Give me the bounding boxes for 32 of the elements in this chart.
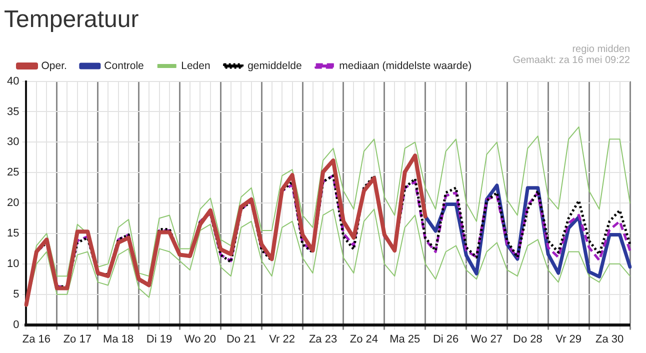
x-tick-label: Vr 22 [269,333,296,346]
y-tick-label: 15 [6,228,20,240]
legend-label: Leden [181,60,210,72]
x-tick-label: Wo 27 [470,333,503,346]
legend-label: Controle [104,60,144,72]
chart-title: Temperatuur [4,6,139,34]
x-tick-label: Ma 25 [390,333,420,346]
y-tick-label: 30 [6,136,20,148]
x-tick-label: Vr 29 [556,333,582,346]
x-tick-label: Za 30 [595,333,624,346]
y-tick-label: 0 [13,318,20,331]
y-tick-label: 20 [6,197,20,210]
legend-label: Oper. [41,60,67,72]
text: Gemaakt: za 16 mei 09:22 [512,55,630,66]
x-tick-label: Ma 18 [103,333,134,346]
x-tick-label: Zo 17 [63,333,92,346]
y-tick-label: 10 [6,258,20,270]
x-tick-label: Do 28 [512,333,542,346]
x-tick-label: Za 16 [22,333,51,346]
y-tick-label: 5 [13,288,20,300]
legend-label: gemiddelde [248,60,302,72]
y-tick-label: 25 [6,166,20,179]
text: regio midden [572,44,630,55]
x-tick-label: Do 21 [226,333,256,346]
x-tick-label: Zo 24 [350,333,378,346]
y-tick-label: 35 [6,106,20,118]
x-tick-label: Za 23 [308,333,338,346]
x-tick-label: Di 19 [146,333,172,346]
x-tick-label: Di 26 [432,333,459,346]
legend-label: mediaan (middelste waarde) [339,60,472,72]
x-tick-label: Wo 20 [184,333,216,346]
y-tick-label: 40 [6,75,20,88]
